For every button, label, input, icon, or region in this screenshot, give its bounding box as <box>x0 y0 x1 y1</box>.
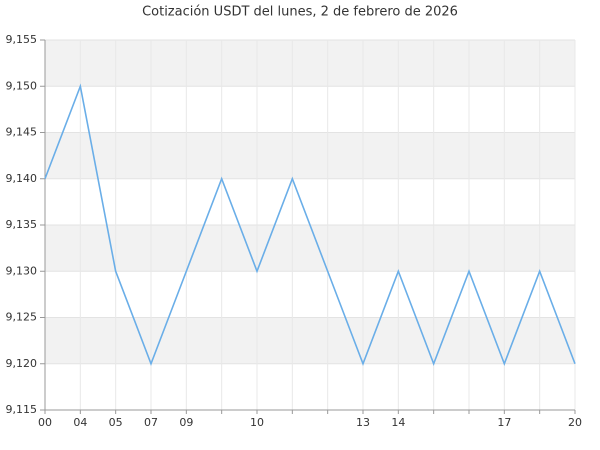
x-tick-label: 14 <box>391 416 405 429</box>
y-tick-label: 9,115 <box>6 403 38 416</box>
x-tick-label: 00 <box>38 416 52 429</box>
x-tick-label: 17 <box>497 416 511 429</box>
grid-band <box>45 132 575 179</box>
y-tick-label: 9,120 <box>6 357 38 370</box>
x-tick-label: 09 <box>179 416 193 429</box>
y-tick-label: 9,125 <box>6 311 38 324</box>
x-tick-label: 04 <box>73 416 87 429</box>
grid-band <box>45 40 575 87</box>
x-tick-label: 07 <box>144 416 158 429</box>
x-tick-label: 10 <box>250 416 264 429</box>
grid-band <box>45 225 575 272</box>
y-tick-label: 9,145 <box>6 126 38 139</box>
y-tick-label: 9,155 <box>6 33 38 46</box>
y-tick-label: 9,150 <box>6 79 38 92</box>
x-tick-label: 05 <box>109 416 123 429</box>
line <box>44 83 576 366</box>
x-tick-label: 20 <box>568 416 582 429</box>
y-tick-label: 9,140 <box>6 172 38 185</box>
grid-band <box>45 317 575 364</box>
x-tick-label: 13 <box>356 416 370 429</box>
y-tick-label: 9,130 <box>6 264 38 277</box>
chart-title: Cotización USDT del lunes, 2 de febrero … <box>142 5 458 20</box>
y-tick-label: 9,135 <box>6 218 38 231</box>
